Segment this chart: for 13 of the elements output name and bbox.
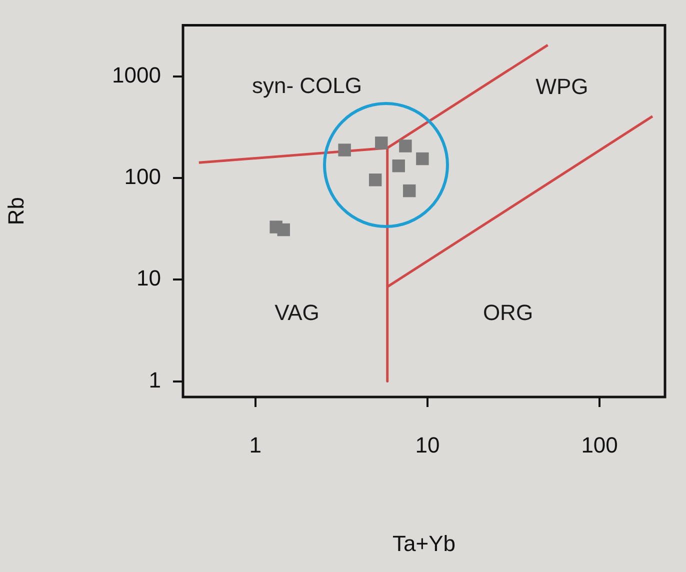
annotation: WPG <box>536 74 588 100</box>
y-tick-label: 10 <box>136 266 161 291</box>
annotation: syn- COLG <box>252 73 362 99</box>
y-axis-title: Rb <box>3 197 28 226</box>
annotation: ORG <box>482 300 534 326</box>
x-axis-title: Ta+Yb <box>392 530 456 556</box>
x-tick-label: 1 <box>249 432 262 458</box>
x-tick-label: 100 <box>581 432 618 458</box>
y-tick-label: 1000 <box>112 62 161 88</box>
y-tick-label: 1 <box>148 367 161 392</box>
x-tick-label: 10 <box>415 432 440 458</box>
y-tick-label: 100 <box>124 164 161 190</box>
annotation: VAG <box>274 300 320 326</box>
